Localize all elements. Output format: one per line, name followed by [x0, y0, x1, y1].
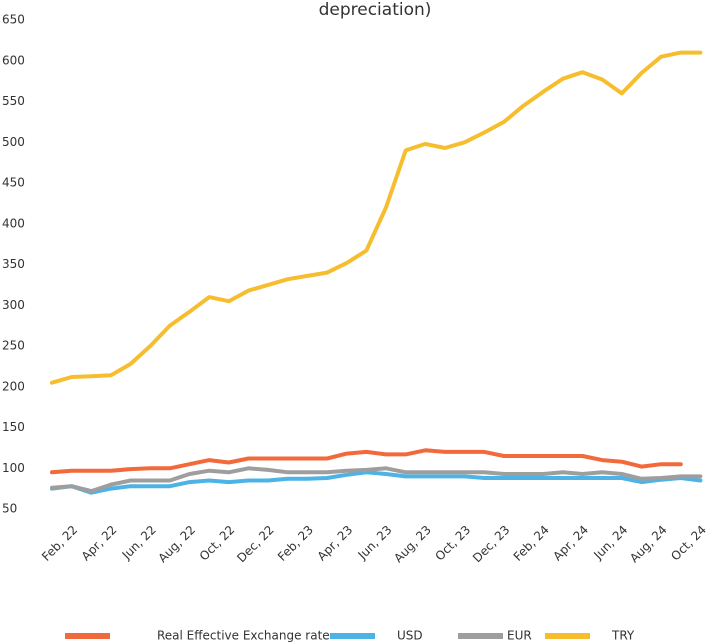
y-tick-label: 100 — [2, 461, 25, 475]
y-tick-label: 650 — [2, 13, 25, 27]
x-tick-label: Apr, 23 — [315, 523, 356, 564]
legend-label: Real Effective Exchange rate — [157, 629, 330, 643]
x-tick-label: Apr, 22 — [79, 523, 120, 564]
x-tick-label: Jun, 23 — [355, 523, 395, 563]
legend-swatch — [330, 633, 375, 639]
x-tick-label: Aug, 24 — [627, 523, 670, 566]
x-tick-label: Dec, 22 — [234, 523, 277, 566]
x-tick-label: Jun, 22 — [119, 523, 159, 563]
legend-swatch — [458, 633, 503, 639]
series-line — [50, 470, 703, 495]
y-tick-label: 500 — [2, 135, 25, 149]
legend-label: TRY — [611, 629, 635, 643]
legend-label: USD — [397, 629, 423, 643]
y-tick-label: 400 — [2, 216, 25, 230]
y-tick-label: 600 — [2, 53, 25, 67]
x-tick-label: Feb, 24 — [511, 523, 552, 564]
y-tick-label: 350 — [2, 257, 25, 271]
x-tick-label: Jun, 24 — [590, 523, 630, 563]
x-tick-label: Feb, 23 — [275, 523, 316, 564]
x-tick-label: Oct, 24 — [668, 523, 709, 564]
y-tick-label: 300 — [2, 298, 25, 312]
y-tick-label: 150 — [2, 420, 25, 434]
series-line — [50, 50, 703, 385]
y-tick-label: 250 — [2, 339, 25, 353]
series-line — [50, 466, 703, 494]
chart-title: depreciation) — [319, 0, 432, 20]
legend-label: EUR — [507, 629, 532, 643]
y-tick-label: 50 — [2, 502, 17, 516]
x-tick-label: Feb, 22 — [39, 523, 80, 564]
x-tick-label: Dec, 23 — [470, 523, 513, 566]
y-tick-label: 450 — [2, 176, 25, 190]
x-tick-label: Aug, 22 — [155, 523, 198, 566]
x-tick-label: Oct, 22 — [197, 523, 238, 564]
y-tick-label: 200 — [2, 379, 25, 393]
series-line — [50, 448, 683, 475]
x-tick-label: Apr, 24 — [550, 523, 591, 564]
legend-swatch — [65, 633, 110, 639]
y-tick-label: 550 — [2, 94, 25, 108]
x-tick-label: Oct, 23 — [432, 523, 473, 564]
legend-swatch — [545, 633, 590, 639]
x-tick-label: Aug, 23 — [391, 523, 434, 566]
